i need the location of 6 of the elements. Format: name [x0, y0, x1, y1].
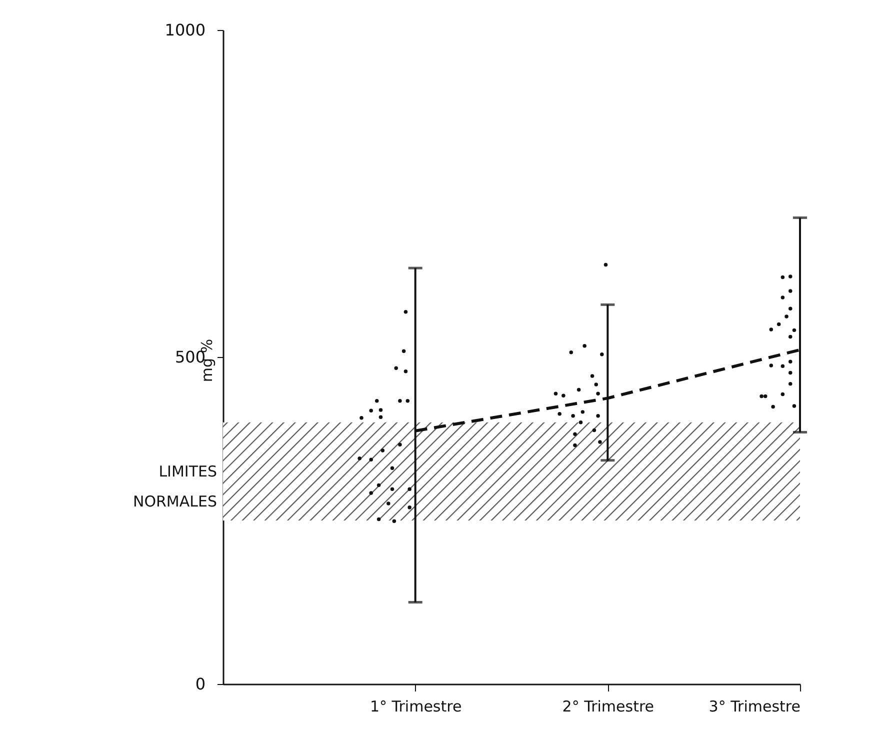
x-tick-label: 2° Trimestre [562, 698, 654, 716]
x-tick-label: 3° Trimestre [708, 698, 800, 716]
y-tick-label: 0 [195, 674, 206, 694]
band-label: LIMITES NORMALES [132, 462, 217, 510]
x-tick-label: 1° Trimestre [370, 698, 462, 716]
y-tick-label: 1000 [164, 20, 206, 40]
